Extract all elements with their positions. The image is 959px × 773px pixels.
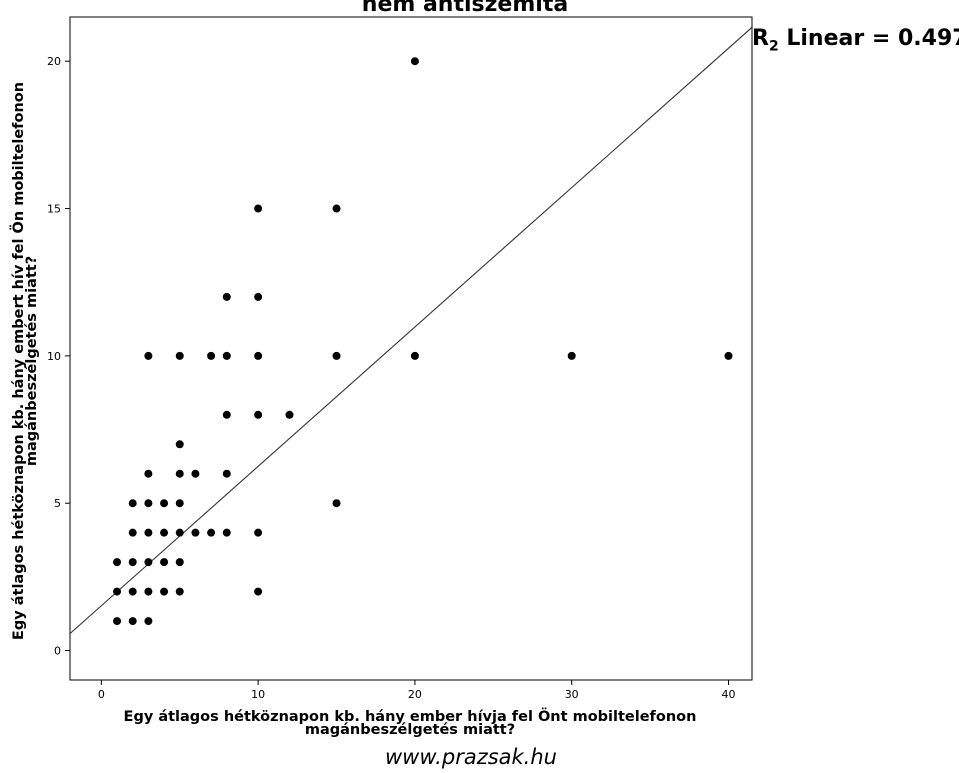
data-point: [144, 617, 153, 626]
data-point: [222, 528, 231, 537]
data-point: [160, 587, 169, 596]
data-point: [254, 351, 263, 360]
data-point: [254, 292, 263, 301]
data-point: [144, 499, 153, 508]
data-point: [160, 499, 169, 508]
data-point: [128, 528, 137, 537]
fit-line: [70, 26, 752, 635]
data-point: [222, 292, 231, 301]
data-point: [332, 204, 341, 213]
x-tick-label: 20: [408, 688, 422, 701]
data-point: [128, 617, 137, 626]
data-point: [222, 469, 231, 478]
y-axis-label: Egy átlagos hétköznapon kb. hány embert …: [11, 31, 40, 691]
data-point: [207, 528, 216, 537]
data-point: [254, 528, 263, 537]
data-point: [144, 558, 153, 567]
x-axis-label-line-1: Egy átlagos hétköznapon kb. hány ember h…: [123, 709, 697, 725]
r-squared-value: Linear = 0.497: [786, 26, 959, 51]
data-point: [191, 469, 200, 478]
x-axis-label-line-2: magánbeszélgetés miatt?: [304, 722, 516, 738]
data-point: [144, 528, 153, 537]
data-point: [285, 410, 294, 419]
data-point: [222, 351, 231, 360]
y-tick-label: 5: [54, 497, 61, 510]
x-tick-label: 40: [721, 688, 735, 701]
x-tick-label: 10: [251, 688, 265, 701]
data-point: [332, 499, 341, 508]
data-point: [332, 351, 341, 360]
data-point: [175, 499, 184, 508]
y-tick-label: 20: [47, 55, 61, 68]
data-point: [724, 351, 733, 360]
data-point: [113, 558, 122, 567]
y-tick-label: 15: [47, 203, 61, 216]
data-point: [567, 351, 576, 360]
chart-title: nem antiszemita: [361, 0, 569, 17]
data-point: [144, 587, 153, 596]
data-point: [113, 617, 122, 626]
plot-frame: [69, 16, 753, 681]
y-tick-label: 10: [47, 350, 61, 363]
data-point: [175, 469, 184, 478]
data-point: [160, 528, 169, 537]
data-point: [254, 204, 263, 213]
data-point: [128, 558, 137, 567]
r-squared-annotation: R2 Linear = 0.497: [752, 26, 959, 54]
data-point: [144, 469, 153, 478]
points-layer: [113, 57, 733, 626]
watermark: www.prazsak.hu: [385, 745, 557, 769]
data-point: [160, 558, 169, 567]
data-point: [254, 587, 263, 596]
data-point: [254, 410, 263, 419]
x-tick-label: 0: [98, 688, 105, 701]
x-axis-label: Egy átlagos hétköznapon kb. hány ember h…: [70, 709, 750, 738]
data-point: [222, 410, 231, 419]
data-point: [207, 351, 216, 360]
data-point: [410, 57, 419, 66]
x-tick-label: 30: [565, 688, 579, 701]
data-point: [175, 440, 184, 449]
y-axis-label-line-2: magánbeszélgetés miatt?: [24, 255, 40, 467]
data-point: [175, 587, 184, 596]
r-squared-subscript: 2: [768, 38, 779, 55]
data-point: [175, 528, 184, 537]
data-point: [128, 587, 137, 596]
data-point: [128, 499, 137, 508]
data-point: [410, 351, 419, 360]
y-tick-label: 0: [54, 645, 61, 658]
data-point: [175, 558, 184, 567]
data-point: [191, 528, 200, 537]
data-point: [175, 351, 184, 360]
data-point: [113, 587, 122, 596]
r-squared-symbol: R: [752, 26, 769, 51]
fit-line-layer: [70, 26, 752, 635]
axes-layer: 0 10 20 30 40 0 5 10 15 20: [47, 55, 735, 701]
data-point: [144, 351, 153, 360]
